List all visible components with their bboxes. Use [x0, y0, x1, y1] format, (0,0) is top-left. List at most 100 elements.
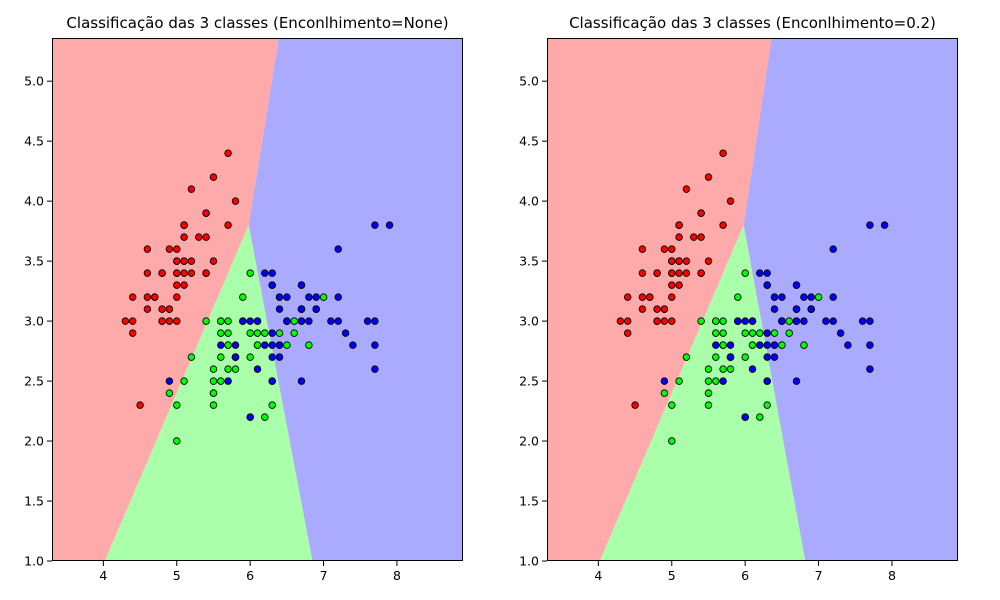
data-point-virginica	[275, 305, 284, 313]
data-point-versicolor	[675, 377, 683, 385]
data-point-setosa	[187, 185, 196, 193]
data-point-virginica	[253, 365, 262, 373]
x-tick-label: 7	[815, 568, 823, 583]
data-point-virginica	[261, 341, 269, 349]
data-point-virginica	[268, 281, 276, 289]
data-point-setosa	[165, 305, 174, 313]
data-point-virginica	[770, 341, 779, 349]
data-point-versicolor	[704, 377, 713, 385]
data-point-versicolor	[319, 293, 328, 301]
data-point-versicolor	[187, 353, 196, 361]
y-tick-label: 2.0	[24, 434, 44, 449]
data-point-setosa	[173, 281, 181, 289]
data-point-setosa	[631, 401, 639, 409]
x-tick-label: 5	[173, 568, 181, 583]
data-point-versicolor	[173, 437, 181, 445]
data-point-versicolor	[283, 341, 291, 349]
data-point-setosa	[697, 233, 705, 241]
data-point-setosa	[180, 281, 188, 289]
x-tick-label: 6	[246, 568, 254, 583]
data-point-virginica	[763, 377, 771, 385]
data-point-virginica	[866, 365, 874, 373]
data-point-virginica	[800, 317, 808, 325]
data-point-setosa	[158, 269, 166, 277]
data-point-virginica	[246, 413, 254, 421]
data-point-versicolor	[741, 329, 749, 337]
data-point-virginica	[268, 341, 276, 349]
data-point-setosa	[660, 317, 669, 325]
y-tick-label: 1.0	[24, 554, 44, 569]
data-point-versicolor	[268, 401, 276, 409]
data-point-setosa	[128, 329, 137, 337]
data-point-setosa	[173, 269, 181, 277]
data-point-setosa	[719, 149, 727, 157]
data-point-setosa	[202, 233, 210, 241]
data-point-virginica	[770, 293, 779, 301]
data-point-versicolor	[712, 353, 720, 361]
data-point-virginica	[283, 293, 291, 301]
data-point-virginica	[778, 293, 786, 301]
plot-area	[547, 38, 958, 561]
data-point-setosa	[675, 221, 683, 229]
data-point-setosa	[646, 293, 654, 301]
data-point-virginica	[297, 377, 306, 385]
data-point-setosa	[623, 329, 632, 337]
data-point-setosa	[202, 209, 210, 217]
data-point-virginica	[741, 413, 749, 421]
data-point-setosa	[704, 173, 713, 181]
data-point-virginica	[349, 341, 357, 349]
data-point-versicolor	[253, 341, 262, 349]
chart-panel-1: 4 5 6 7 8 1.0 1.5 2.0 2.5 3.0 3.5 4.0 4.5 5.0 Classifi…	[24, 14, 463, 583]
data-point-virginica	[792, 317, 801, 325]
data-point-setosa	[719, 221, 727, 229]
data-point-versicolor	[217, 329, 225, 337]
data-point-setosa	[638, 305, 647, 313]
data-point-virginica	[297, 305, 306, 313]
data-point-versicolor	[668, 437, 676, 445]
data-point-setosa	[173, 293, 181, 301]
data-point-setosa	[697, 269, 705, 277]
data-point-setosa	[151, 293, 159, 301]
data-point-versicolor	[217, 353, 225, 361]
data-point-setosa	[675, 257, 683, 265]
data-point-setosa	[690, 233, 698, 241]
data-point-virginica	[268, 269, 276, 277]
data-point-versicolor	[231, 365, 240, 373]
data-point-versicolor	[719, 329, 727, 337]
data-point-virginica	[283, 317, 291, 325]
region-versicolor	[599, 225, 806, 561]
data-point-setosa	[209, 173, 218, 181]
data-point-versicolor	[246, 269, 254, 277]
data-point-virginica	[385, 221, 394, 229]
plot-area	[52, 38, 463, 561]
data-point-versicolor	[734, 293, 742, 301]
y-tick-label: 4.0	[24, 194, 44, 209]
data-point-versicolor	[668, 401, 676, 409]
data-point-virginica	[748, 317, 757, 325]
data-point-setosa	[653, 269, 661, 277]
x-tick-label: 5	[668, 568, 676, 583]
data-point-versicolor	[719, 341, 727, 349]
data-point-setosa	[668, 257, 676, 265]
x-tick-label: 4	[594, 568, 602, 583]
data-point-setosa	[668, 269, 676, 277]
data-point-setosa	[136, 401, 144, 409]
data-point-virginica	[231, 353, 240, 361]
data-point-setosa	[668, 317, 676, 325]
data-point-setosa	[660, 305, 669, 313]
data-point-setosa	[668, 293, 676, 301]
data-point-versicolor	[246, 329, 254, 337]
data-point-virginica	[763, 341, 771, 349]
data-point-virginica	[756, 269, 764, 277]
data-point-virginica	[268, 353, 276, 361]
data-point-versicolor	[305, 341, 313, 349]
data-point-virginica	[334, 245, 342, 253]
data-point-setosa	[187, 269, 196, 277]
data-point-virginica	[829, 245, 837, 253]
data-point-setosa	[187, 257, 196, 265]
y-tick-label: 1.0	[519, 554, 539, 569]
data-point-setosa	[143, 269, 152, 277]
data-point-setosa	[143, 305, 152, 313]
data-point-setosa	[668, 245, 676, 253]
data-point-versicolor	[290, 329, 298, 337]
